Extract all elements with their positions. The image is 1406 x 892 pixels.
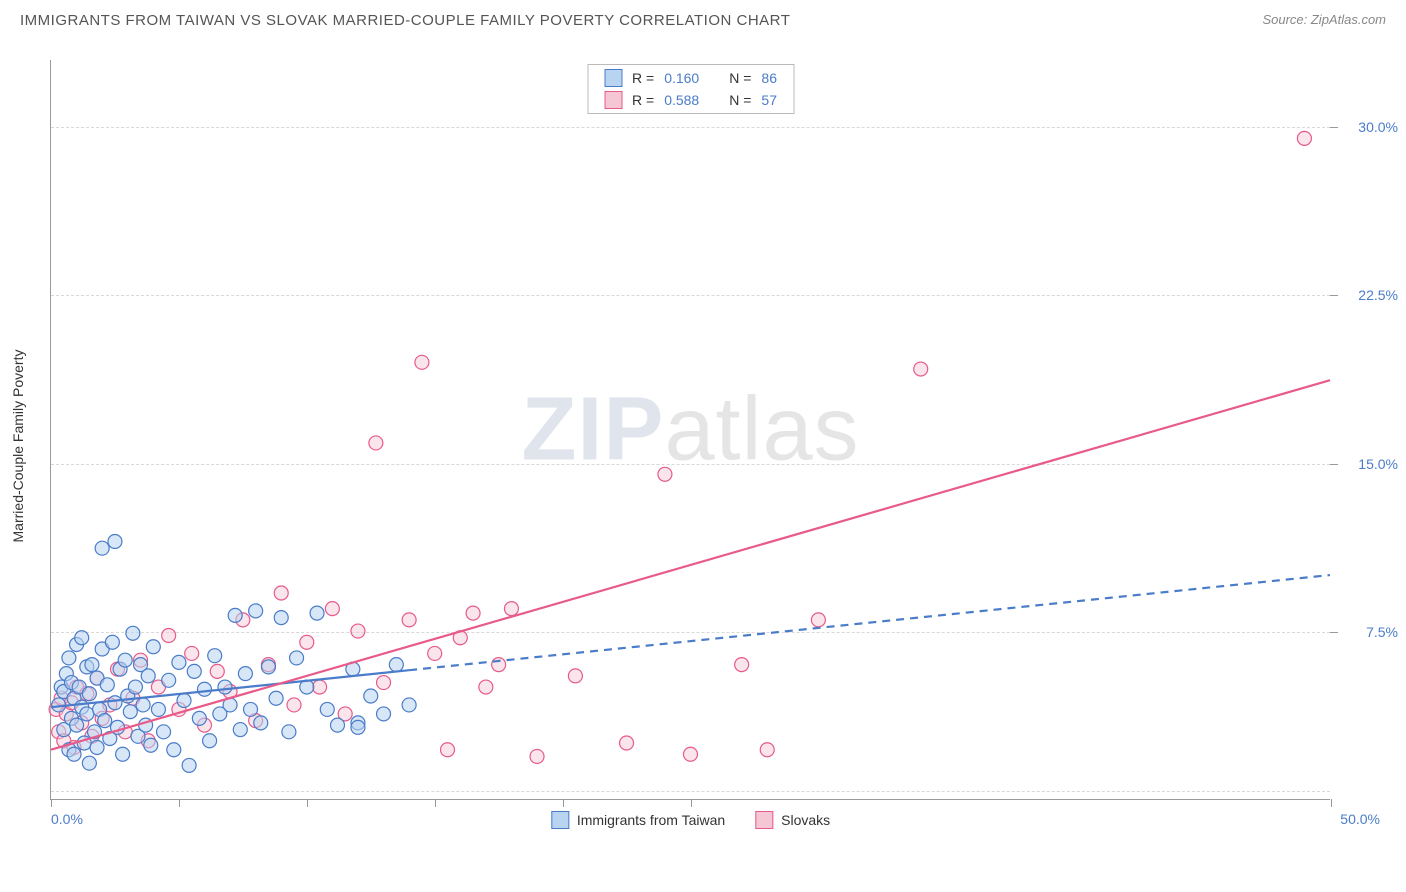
- swatch-slovaks: [604, 91, 622, 109]
- legend-item-taiwan: Immigrants from Taiwan: [551, 811, 725, 829]
- legend-row-taiwan: R = 0.160 N = 86: [588, 67, 793, 89]
- correlation-legend: R = 0.160 N = 86 R = 0.588 N = 57: [587, 64, 794, 114]
- swatch-slovaks-icon: [755, 811, 773, 829]
- series-legend: Immigrants from Taiwan Slovaks: [551, 811, 830, 829]
- x-axis-start-label: 0.0%: [51, 811, 83, 827]
- y-tick-label: 15.0%: [1358, 456, 1398, 472]
- source-attribution: Source: ZipAtlas.com: [1262, 12, 1386, 27]
- swatch-taiwan-icon: [551, 811, 569, 829]
- y-tick-label: 22.5%: [1358, 287, 1398, 303]
- legend-item-slovaks: Slovaks: [755, 811, 830, 829]
- plot-svg: [51, 60, 1330, 799]
- chart-title: IMMIGRANTS FROM TAIWAN VS SLOVAK MARRIED…: [20, 12, 790, 29]
- swatch-taiwan: [604, 69, 622, 87]
- y-axis-title: Married-Couple Family Poverty: [10, 350, 26, 543]
- x-axis-end-label: 50.0%: [1340, 811, 1380, 827]
- legend-row-slovaks: R = 0.588 N = 57: [588, 89, 793, 111]
- scatter-chart: ZIPatlas 7.5%15.0%22.5%30.0% R = 0.160 N…: [50, 60, 1330, 800]
- y-tick-label: 30.0%: [1358, 119, 1398, 135]
- y-tick-label: 7.5%: [1366, 624, 1398, 640]
